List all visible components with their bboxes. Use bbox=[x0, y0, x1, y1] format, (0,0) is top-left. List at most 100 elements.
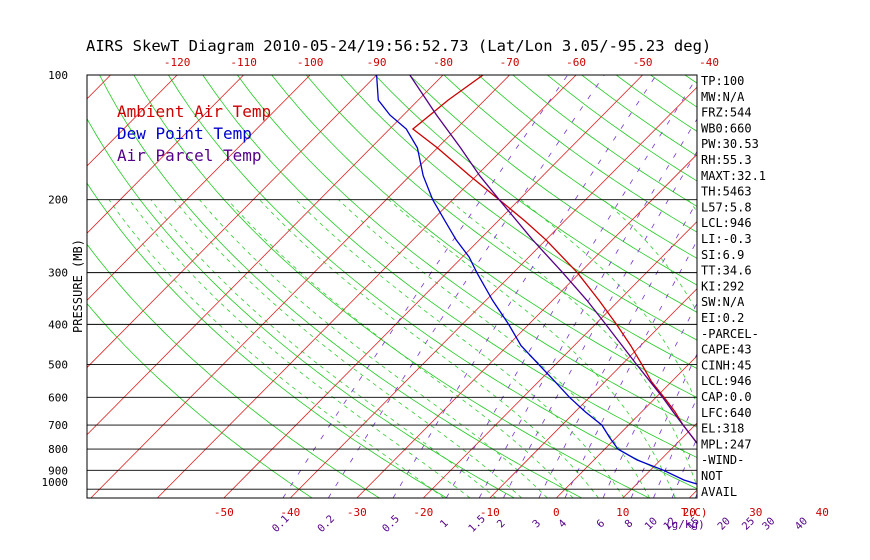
mixing-ratio-line bbox=[327, 75, 605, 498]
stability-index-entry: SI:6.9 bbox=[701, 248, 744, 262]
stability-index-entry: MAXT:32.1 bbox=[701, 169, 766, 183]
pressure-tick-label: 700 bbox=[48, 419, 68, 432]
moist-adiabat-line bbox=[199, 199, 548, 498]
stability-index-entry: -PARCEL- bbox=[701, 327, 759, 341]
sounding-series bbox=[375, 75, 697, 485]
dry-adiabat-line bbox=[409, 75, 697, 286]
isotherm-line bbox=[87, 75, 444, 436]
mixing-ratio-line bbox=[630, 353, 697, 498]
stability-index-entry: CINH:45 bbox=[701, 358, 752, 372]
stability-index-entry: PW:30.53 bbox=[701, 137, 759, 151]
dry-adiabat-line bbox=[87, 243, 380, 498]
bottom-temp-tick-label: 30 bbox=[749, 506, 762, 519]
y-axis-label: PRESSURE (MB) bbox=[71, 239, 85, 333]
legend: Ambient Air Temp Dew Point Temp Air Parcel… bbox=[117, 102, 271, 165]
moist-adiabat-line bbox=[520, 199, 697, 406]
legend-entry: Air Parcel Temp bbox=[117, 146, 262, 165]
legend-entry: Dew Point Temp bbox=[117, 124, 252, 143]
stability-index-entry: RH:55.3 bbox=[701, 153, 752, 167]
bottom-temp-tick-label: 0 bbox=[553, 506, 560, 519]
bottom-temp-tick-label: -20 bbox=[413, 506, 433, 519]
isotherm-grid bbox=[87, 75, 697, 498]
bottom-temp-tick-label: -10 bbox=[480, 506, 500, 519]
bottom-temp-tick-label: -40 bbox=[280, 506, 300, 519]
dry-adiabat-line bbox=[374, 75, 697, 313]
stability-index-entry: LCL:946 bbox=[701, 374, 752, 388]
isotherm-line bbox=[356, 153, 697, 498]
dry-adiabat-line bbox=[168, 75, 697, 490]
mixing-ratio-line bbox=[653, 397, 697, 498]
stability-index-entry: MW:N/A bbox=[701, 90, 745, 104]
dry-adiabat-line bbox=[87, 303, 313, 498]
isotherm-line bbox=[423, 220, 697, 498]
moist-adiabat-line bbox=[388, 199, 676, 498]
pressure-tick-label: 800 bbox=[48, 443, 68, 456]
isotherm-line bbox=[87, 75, 311, 301]
bottom-temp-tick-label: 40 bbox=[816, 506, 829, 519]
bottom-temp-tick-label: -30 bbox=[347, 506, 367, 519]
pressure-tick-label: 500 bbox=[48, 359, 68, 372]
plot-frame bbox=[86, 74, 698, 499]
isotherm-line bbox=[87, 75, 244, 234]
dry-adiabat-line bbox=[133, 75, 650, 498]
moist-adiabat-line bbox=[338, 199, 650, 498]
top-temp-axis: -120 -110 -100 -90 -80 -70 -60 -50 -40 bbox=[164, 56, 719, 69]
stability-index-entry: TT:34.6 bbox=[701, 264, 752, 278]
pressure-tick-label: 200 bbox=[48, 194, 68, 207]
stability-index-entry: LCL:946 bbox=[701, 216, 752, 230]
isotherm-line bbox=[556, 355, 697, 498]
x-axis-label: T(C) bbox=[681, 506, 708, 519]
dry-adiabat-line bbox=[305, 75, 697, 369]
stability-index-entry: EI:0.2 bbox=[701, 311, 744, 325]
stability-index-entry: EL:318 bbox=[701, 422, 744, 436]
stability-index-entry: MPL:247 bbox=[701, 437, 752, 451]
stability-index-entry: TP:100 bbox=[701, 74, 744, 88]
bottom-temp-tick-label: -50 bbox=[214, 506, 234, 519]
moist-adiabat-line bbox=[295, 199, 625, 498]
mixing-ratio-line bbox=[602, 302, 697, 498]
pressure-tick-label: 400 bbox=[48, 318, 68, 331]
pressure-tick-label: 600 bbox=[48, 391, 68, 404]
pressure-tick-label: 300 bbox=[48, 267, 68, 280]
top-temp-tick-label: -100 bbox=[297, 56, 324, 69]
top-temp-tick-label: -90 bbox=[367, 56, 387, 69]
top-temp-tick-label: -80 bbox=[433, 56, 453, 69]
bottom-temp-tick-label: 20 bbox=[683, 506, 696, 519]
pressure-tick-label: 1000 bbox=[42, 476, 69, 489]
stability-index-entry: FRZ:544 bbox=[701, 106, 752, 120]
mixing-ratio-line bbox=[564, 240, 697, 498]
moist-adiabat-line bbox=[128, 199, 471, 498]
mixing-ratio-line bbox=[282, 75, 569, 498]
moist-adiabat-line bbox=[448, 199, 697, 488]
series-line bbox=[411, 75, 697, 445]
top-temp-tick-label: -50 bbox=[633, 56, 653, 69]
mixing-ratio-line bbox=[538, 200, 697, 498]
moist-adiabat-line bbox=[603, 199, 697, 313]
legend-entry: Ambient Air Temp bbox=[117, 102, 271, 121]
stability-index-entry: AVAIL bbox=[701, 485, 737, 499]
chart-title: AIRS SkewT Diagram 2010-05-24/19:56:52.7… bbox=[86, 37, 711, 55]
series-line bbox=[409, 75, 697, 445]
stability-index-entry: CAP:0.0 bbox=[701, 390, 752, 404]
isotherm-line bbox=[489, 288, 697, 498]
stability-index-entry: L57:5.8 bbox=[701, 200, 752, 214]
isotherm-line bbox=[157, 75, 577, 498]
top-temp-tick-label: -70 bbox=[500, 56, 520, 69]
series-line bbox=[375, 75, 697, 485]
mixing-ratio-line bbox=[392, 75, 657, 498]
pressure-tick-label: 900 bbox=[48, 464, 68, 477]
isotherm-line bbox=[223, 75, 643, 498]
isotherm-line bbox=[87, 75, 178, 167]
bottom-temp-axis: -50 -40 -30 -20 -10 0 10 20 30 40 bbox=[214, 506, 829, 519]
mixing-ratio-unit-label: (g/kg) bbox=[665, 518, 705, 531]
stability-index-entry: LFC:640 bbox=[701, 406, 752, 420]
mixing-ratio-grid bbox=[282, 75, 697, 498]
bottom-temp-tick-label: 10 bbox=[616, 506, 629, 519]
moist-adiabat-grid bbox=[108, 199, 697, 498]
stability-index-entry: -WIND- bbox=[701, 453, 744, 467]
dry-adiabat-line bbox=[443, 75, 697, 259]
isotherm-line bbox=[622, 422, 697, 498]
isotherm-line bbox=[87, 75, 377, 369]
